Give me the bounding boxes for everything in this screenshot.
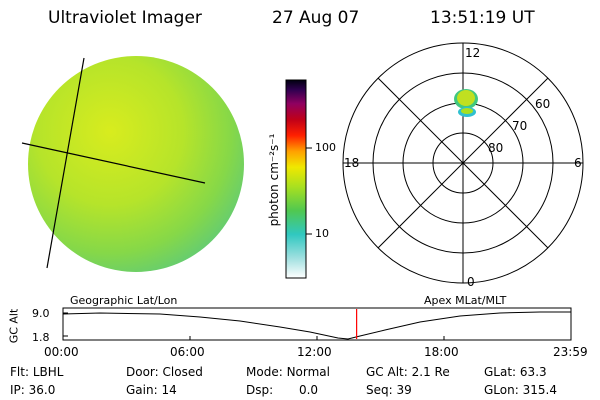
- info-mode: Mode: Normal: [246, 365, 330, 379]
- info-filter-value: LBHL: [32, 365, 64, 379]
- info-door-label: Door:: [126, 365, 159, 379]
- info-glon-label: GLon:: [484, 383, 519, 397]
- timeline-geographic-title: Geographic Lat/Lon: [70, 294, 178, 307]
- timeline-y-axis-label: GC Alt: [7, 308, 21, 344]
- info-dsp-value: 0.0: [298, 383, 319, 397]
- info-filter: Flt: LBHL: [10, 365, 63, 379]
- info-gain: Gain: 14: [126, 383, 177, 397]
- timeline-y-tick-bottom: 1.8: [32, 331, 50, 344]
- info-gain-value: 14: [161, 383, 177, 397]
- info-dsp: Dsp: 0.0: [246, 383, 318, 397]
- colorbar-unit-label: photon cm⁻²s⁻¹: [267, 133, 281, 227]
- instrument-title: Ultraviolet Imager: [48, 8, 202, 28]
- info-ip-label: IP:: [10, 383, 25, 397]
- timeline-apex-title: Apex MLat/MLT: [424, 294, 507, 307]
- lat-label-80: 80: [488, 141, 504, 155]
- timeline-x-tick-2359: 23:59: [553, 345, 588, 359]
- info-door: Door: Closed: [126, 365, 203, 379]
- observation-date: 27 Aug 07: [272, 8, 360, 28]
- info-door-value: Closed: [162, 365, 203, 379]
- lat-label-70: 70: [512, 119, 528, 133]
- info-glon: GLon: 315.4: [484, 383, 557, 397]
- info-gain-label: Gain:: [126, 383, 158, 397]
- timeline-x-tick-0000: 00:00: [44, 345, 79, 359]
- colorbar-tick-10: 10: [315, 227, 329, 240]
- info-glon-value: 315.4: [522, 383, 557, 397]
- mlt-label-0: 0: [467, 275, 475, 289]
- info-ip: IP: 36.0: [10, 383, 55, 397]
- info-dsp-label: Dsp:: [246, 383, 274, 397]
- lat-label-60: 60: [535, 97, 551, 111]
- observation-time: 13:51:19 UT: [430, 8, 535, 28]
- mlt-label-6: 6: [574, 156, 582, 170]
- auroral-spot: [454, 89, 478, 117]
- mlt-label-12: 12: [465, 46, 481, 60]
- timeline-x-tick-0600: 06:00: [170, 345, 205, 359]
- parallel-line: [21, 142, 206, 184]
- timeline-x-tick-1800: 18:00: [424, 345, 459, 359]
- info-mode-value: Normal: [286, 365, 330, 379]
- timeline-y-tick-top: 9.0: [32, 307, 50, 320]
- info-ip-value: 36.0: [28, 383, 56, 397]
- timeline-x-tick-1200: 12:00: [297, 345, 332, 359]
- info-seq-label: Seq:: [366, 383, 393, 397]
- info-gc-alt-value: 2.1 Re: [411, 365, 450, 379]
- info-seq-value: 39: [396, 383, 412, 397]
- info-glat: GLat: 63.3: [484, 365, 547, 379]
- info-seq: Seq: 39: [366, 383, 412, 397]
- colorbar-tick-100: 100: [315, 141, 336, 154]
- info-gc-alt-label: GC Alt:: [366, 365, 408, 379]
- mlt-label-18: 18: [344, 156, 360, 170]
- info-filter-label: Flt:: [10, 365, 29, 379]
- info-glat-value: 63.3: [519, 365, 547, 379]
- info-mode-label: Mode:: [246, 365, 283, 379]
- info-gc-alt: GC Alt: 2.1 Re: [366, 365, 450, 379]
- info-glat-label: GLat:: [484, 365, 517, 379]
- meridian-line: [46, 57, 85, 269]
